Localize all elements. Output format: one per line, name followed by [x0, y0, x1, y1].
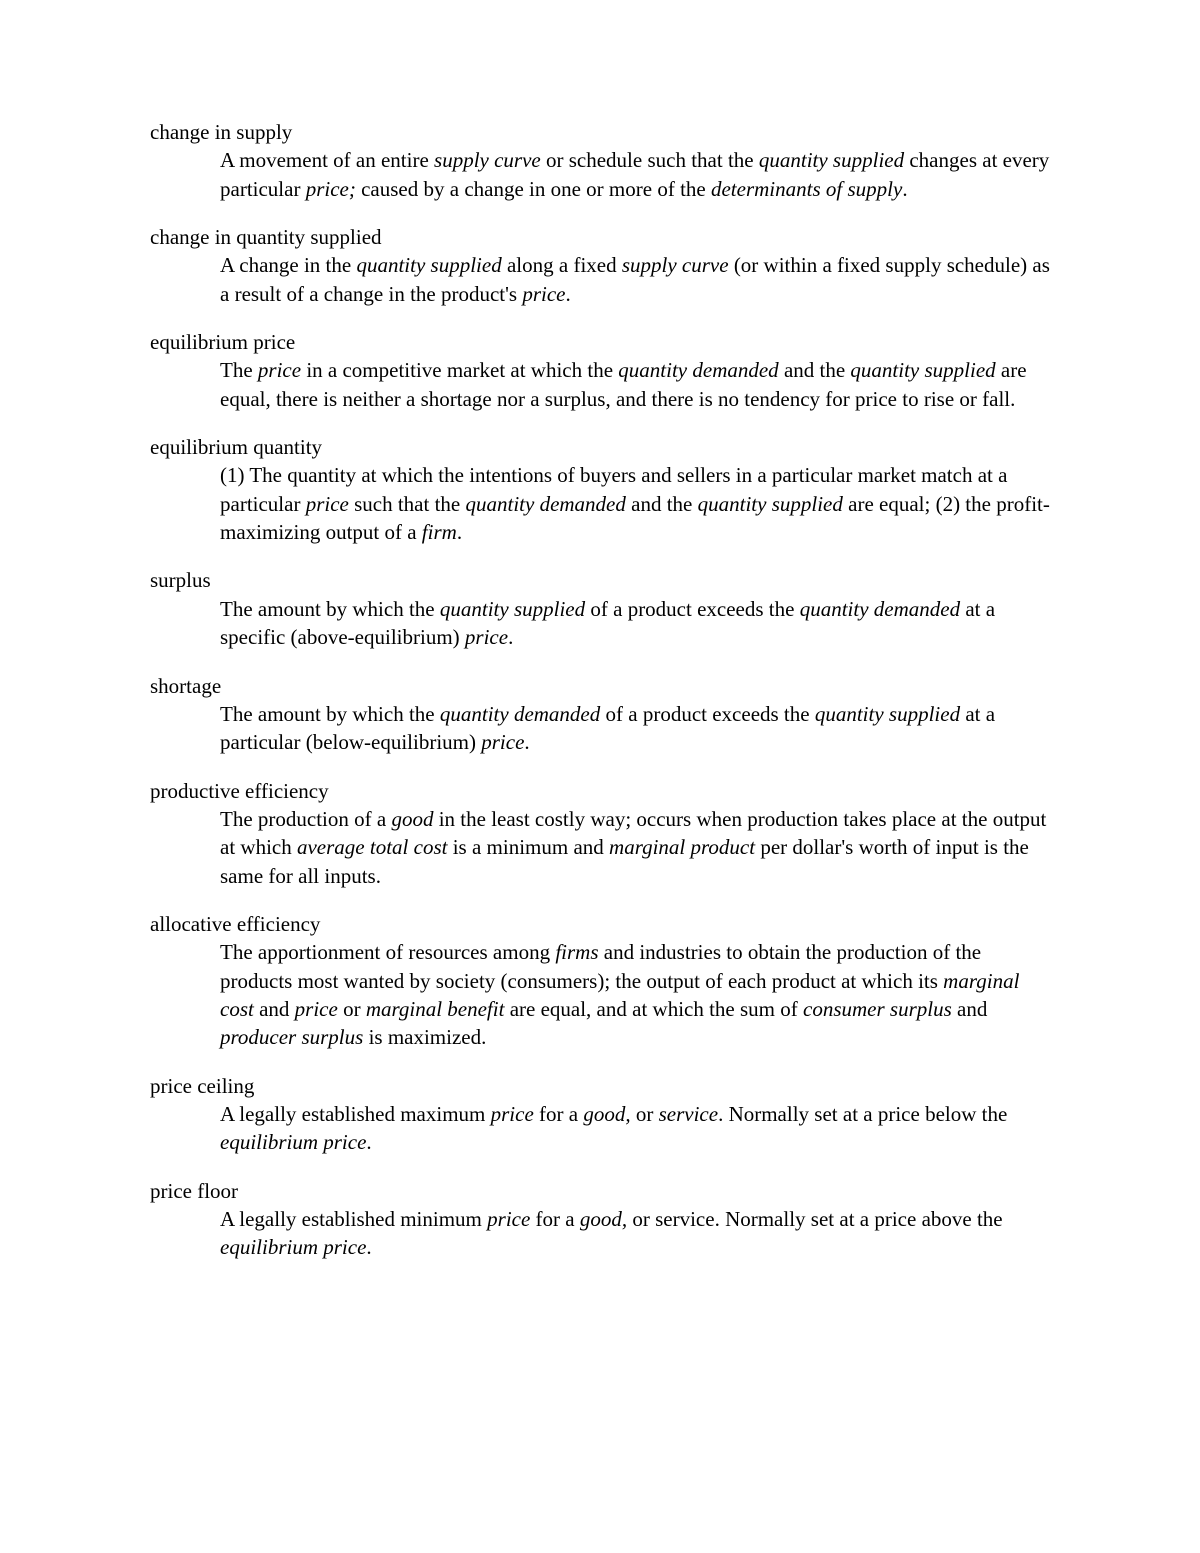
glossary-definition: A change in the quantity supplied along … [150, 251, 1050, 308]
glossary-definition: A movement of an entire supply curve or … [150, 146, 1050, 203]
glossary-entry: change in supplyA movement of an entire … [150, 118, 1050, 203]
glossary-term: allocative efficiency [150, 910, 1050, 938]
glossary-entry: equilibrium priceThe price in a competit… [150, 328, 1050, 413]
glossary-entry: price ceilingA legally established maxim… [150, 1072, 1050, 1157]
glossary-entry: price floorA legally established minimum… [150, 1177, 1050, 1262]
glossary-entry: equilibrium quantity(1) The quantity at … [150, 433, 1050, 546]
glossary-definition: A legally established minimum price for … [150, 1205, 1050, 1262]
glossary-definition: The price in a competitive market at whi… [150, 356, 1050, 413]
glossary-definition: The amount by which the quantity supplie… [150, 595, 1050, 652]
glossary-entry: allocative efficiencyThe apportionment o… [150, 910, 1050, 1052]
glossary-definition: The amount by which the quantity demande… [150, 700, 1050, 757]
glossary-definition: The production of a good in the least co… [150, 805, 1050, 890]
glossary-term: shortage [150, 672, 1050, 700]
glossary-term: change in quantity supplied [150, 223, 1050, 251]
glossary-definition: A legally established maximum price for … [150, 1100, 1050, 1157]
glossary-term: equilibrium price [150, 328, 1050, 356]
glossary-definition: The apportionment of resources among fir… [150, 938, 1050, 1051]
glossary-entries: change in supplyA movement of an entire … [150, 118, 1050, 1262]
glossary-entry: surplusThe amount by which the quantity … [150, 566, 1050, 651]
glossary-entry: productive efficiencyThe production of a… [150, 777, 1050, 890]
glossary-term: equilibrium quantity [150, 433, 1050, 461]
glossary-term: price ceiling [150, 1072, 1050, 1100]
glossary-entry: shortageThe amount by which the quantity… [150, 672, 1050, 757]
document-page: change in supplyA movement of an entire … [0, 0, 1200, 1362]
glossary-term: change in supply [150, 118, 1050, 146]
glossary-definition: (1) The quantity at which the intentions… [150, 461, 1050, 546]
glossary-term: price floor [150, 1177, 1050, 1205]
glossary-term: productive efficiency [150, 777, 1050, 805]
glossary-entry: change in quantity suppliedA change in t… [150, 223, 1050, 308]
glossary-term: surplus [150, 566, 1050, 594]
